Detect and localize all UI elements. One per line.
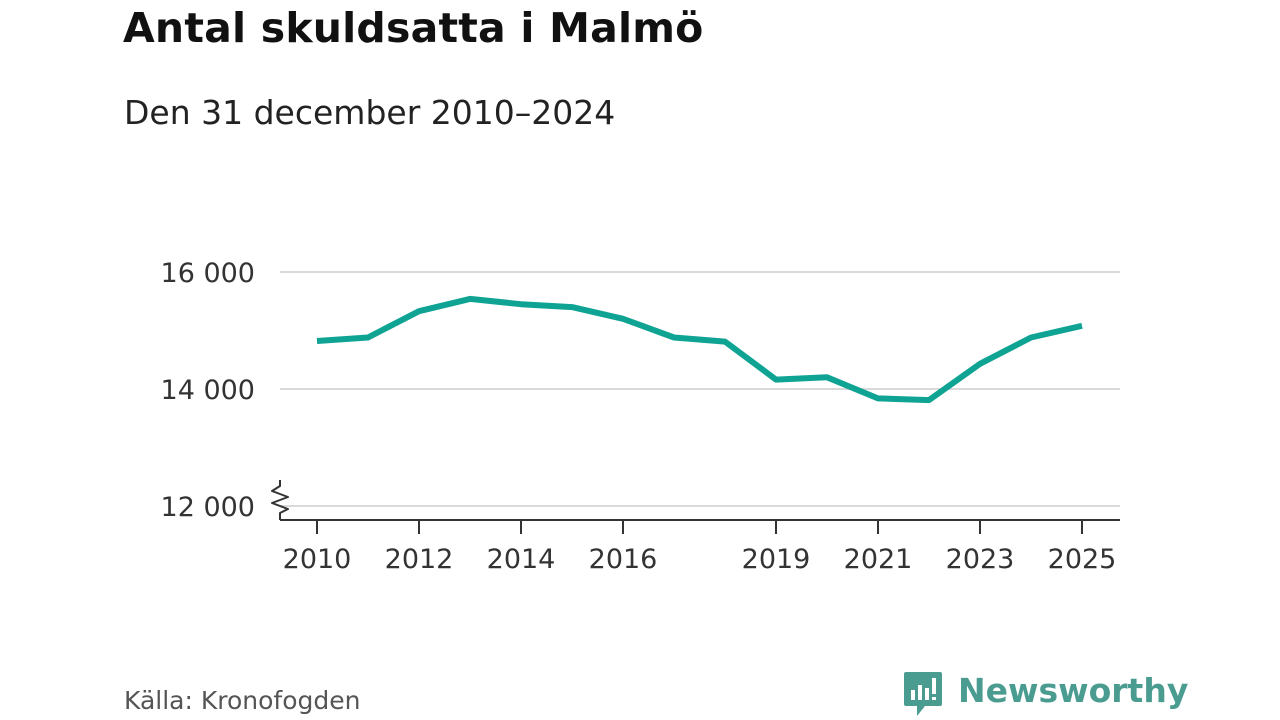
axes: [271, 480, 1120, 534]
tick-labels: 12 000 14 000 16 000 2010 2012 2014 2016 2019 20…: [161, 258, 1117, 575]
chart-subtitle: Den 31 december 2010–2024: [124, 93, 616, 132]
x-tick-label: 2025: [1048, 544, 1117, 575]
x-tick-label: 2010: [283, 544, 352, 575]
newsworthy-logo-icon: [904, 672, 942, 716]
x-tick-label: 2012: [385, 544, 454, 575]
y-tick-label: 16 000: [161, 258, 255, 289]
series: [316, 295, 1083, 404]
x-tick-label: 2014: [487, 544, 556, 575]
series-line: [316, 295, 1083, 404]
y-tick-label: 14 000: [161, 375, 255, 406]
brand-logo: Newsworthy: [903, 670, 1188, 720]
source-note: Källa: Kronofogden: [124, 686, 361, 715]
x-tick-label: 2016: [589, 544, 658, 575]
x-tick-label: 2019: [742, 544, 811, 575]
grid-lines: [280, 271, 1120, 507]
axis-break-icon: [271, 480, 289, 520]
x-tick-label: 2023: [946, 544, 1015, 575]
brand-name: Newsworthy: [958, 671, 1189, 710]
x-tick-label: 2021: [844, 544, 913, 575]
y-tick-label: 12 000: [161, 492, 255, 523]
chart-title: Antal skuldsatta i Malmö: [123, 4, 704, 52]
